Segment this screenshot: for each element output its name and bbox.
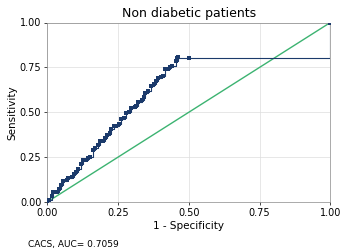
Title: Non diabetic patients: Non diabetic patients <box>121 7 256 20</box>
X-axis label: 1 - Specificity: 1 - Specificity <box>153 220 224 230</box>
Text: CACS, AUC= 0.7059: CACS, AUC= 0.7059 <box>28 240 119 249</box>
Y-axis label: Sensitivity: Sensitivity <box>7 85 17 140</box>
